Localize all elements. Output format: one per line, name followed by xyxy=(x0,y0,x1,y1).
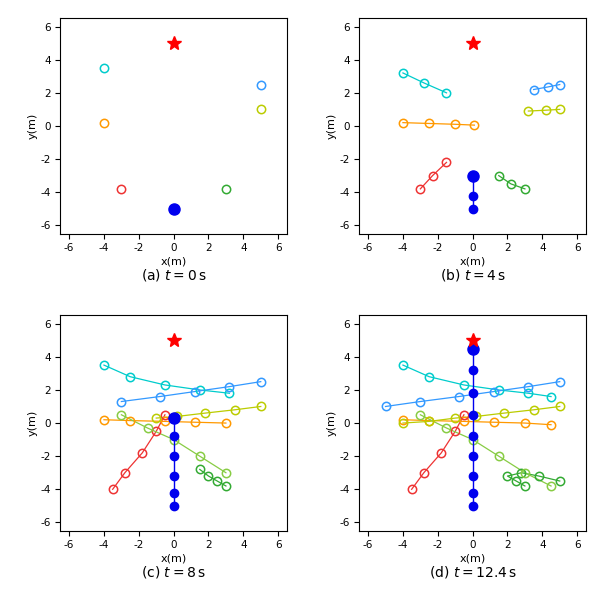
Y-axis label: y(m): y(m) xyxy=(28,113,37,139)
Y-axis label: y(m): y(m) xyxy=(28,410,37,436)
X-axis label: x(m): x(m) xyxy=(460,256,486,266)
Text: (a) $t=0\,\mathrm{s}$: (a) $t=0\,\mathrm{s}$ xyxy=(141,267,207,283)
Y-axis label: y(m): y(m) xyxy=(327,410,336,436)
X-axis label: x(m): x(m) xyxy=(460,553,486,563)
Y-axis label: y(m): y(m) xyxy=(327,113,336,139)
Text: (b) $t=4\,\mathrm{s}$: (b) $t=4\,\mathrm{s}$ xyxy=(440,267,506,283)
Text: (c) $t=8\,\mathrm{s}$: (c) $t=8\,\mathrm{s}$ xyxy=(141,564,206,580)
Text: (d) $t=12.4\,\mathrm{s}$: (d) $t=12.4\,\mathrm{s}$ xyxy=(429,564,516,580)
X-axis label: x(m): x(m) xyxy=(161,256,187,266)
X-axis label: x(m): x(m) xyxy=(161,553,187,563)
